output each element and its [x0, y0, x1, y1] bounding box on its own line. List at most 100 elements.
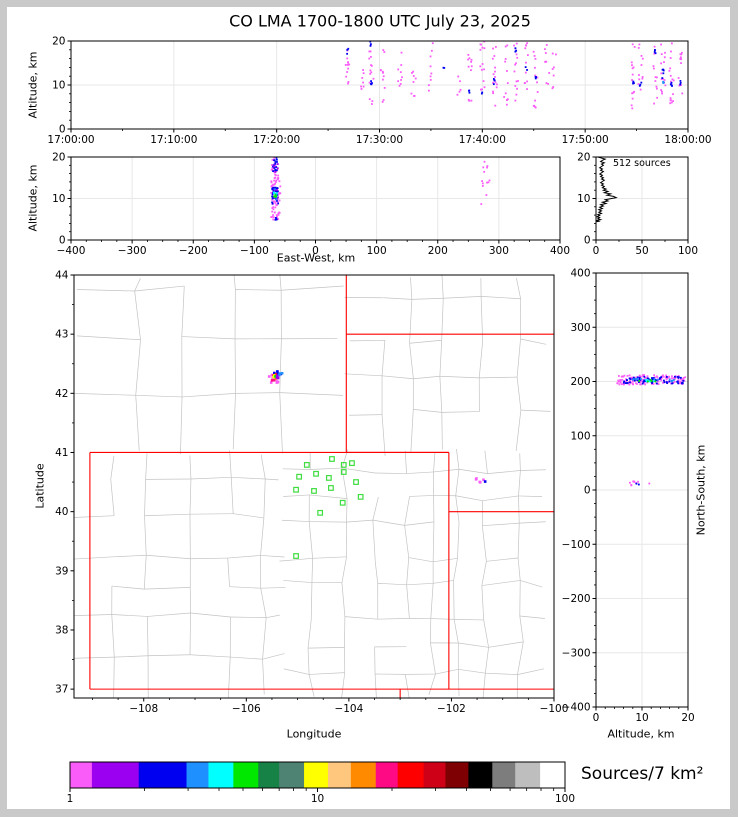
county-line [404, 450, 407, 474]
county-line [433, 580, 454, 584]
data-point [412, 75, 415, 77]
county-line [486, 557, 519, 562]
data-point [642, 374, 645, 377]
county-line [74, 393, 136, 396]
county-line [134, 285, 185, 292]
data-point [280, 371, 284, 375]
lma-station-marker [313, 470, 319, 477]
data-point [646, 381, 649, 384]
data-point [681, 92, 684, 95]
data-point [504, 92, 507, 95]
data-point [276, 187, 278, 190]
page-title: CO LMA 1700-1800 UTC July 23, 2025 [229, 11, 531, 31]
county-line [515, 410, 522, 451]
county-line [441, 298, 444, 341]
data-point [526, 88, 528, 90]
county-line [113, 554, 147, 558]
data-point [493, 55, 496, 57]
data-point [411, 72, 413, 74]
data-point [682, 379, 685, 382]
data-point [429, 75, 432, 78]
data-point [669, 80, 672, 83]
data-point [277, 177, 279, 180]
data-point [382, 78, 384, 81]
data-point [275, 179, 278, 182]
county-line [230, 656, 263, 660]
data-point [506, 70, 508, 72]
data-point [629, 378, 632, 380]
county-line [111, 614, 148, 617]
county-line [135, 395, 140, 451]
county-line [148, 654, 191, 657]
data-point [552, 74, 555, 77]
data-point [632, 380, 635, 383]
data-point [652, 377, 655, 379]
data-point [628, 374, 631, 377]
data-point [504, 58, 507, 60]
county-line [189, 479, 192, 515]
data-point [679, 81, 682, 84]
data-point [277, 174, 280, 177]
data-point [630, 381, 633, 384]
county-line [279, 275, 282, 291]
data-point [517, 80, 519, 82]
county-line [310, 582, 313, 620]
y-axis-label-altitude-time-panel: Altitude, km [26, 51, 40, 119]
county-line [457, 669, 460, 697]
time-altitude-panel: 17:00:00 17:10:00 17:20:00 17:30:00 17:40:00… [47, 36, 711, 147]
lma-station-marker [328, 485, 334, 491]
x-tick-label: 200 [428, 245, 448, 257]
x-tick-label: −100 [240, 245, 269, 257]
data-point [274, 168, 277, 171]
y-tick-label: 200 [570, 376, 590, 388]
data-point [275, 218, 278, 221]
county-line [74, 656, 115, 659]
data-point [669, 97, 672, 100]
x-axis-label-longitude: Longitude [286, 727, 342, 741]
data-point [641, 57, 644, 60]
data-point [274, 206, 277, 209]
county-line [309, 494, 348, 499]
data-point [637, 83, 640, 85]
data-point [467, 58, 470, 61]
data-point [346, 64, 349, 66]
data-point [654, 80, 657, 82]
county-line [381, 340, 386, 376]
data-point [544, 48, 546, 51]
data-point [483, 86, 486, 89]
county-line [230, 616, 267, 619]
data-point [492, 47, 494, 50]
county-line [312, 556, 347, 559]
county-line [374, 561, 379, 584]
data-point [662, 82, 665, 84]
data-point [276, 167, 279, 170]
data-point [412, 81, 415, 83]
county-line [406, 471, 434, 474]
data-point [513, 44, 515, 47]
colorbar-segment [279, 762, 305, 788]
data-point [506, 82, 509, 84]
data-point [468, 99, 471, 102]
data-point [494, 66, 497, 69]
data-point [680, 51, 683, 54]
data-point [372, 77, 375, 80]
data-point [623, 374, 626, 377]
data-point [646, 375, 649, 378]
data-point [621, 378, 624, 381]
county-line [74, 515, 115, 518]
data-point [273, 195, 275, 198]
data-point [670, 50, 672, 53]
y-tick-label: 20 [577, 152, 590, 164]
data-point [545, 44, 548, 46]
data-point [676, 376, 679, 378]
colorbar-segment [208, 762, 234, 788]
colorbar: 1 10 100 [67, 761, 575, 805]
data-point [639, 88, 642, 91]
data-point [645, 377, 648, 380]
data-point [656, 376, 659, 379]
data-point [653, 52, 656, 55]
data-point [271, 210, 274, 213]
data-point [629, 481, 631, 484]
colorbar-segment [375, 762, 399, 788]
